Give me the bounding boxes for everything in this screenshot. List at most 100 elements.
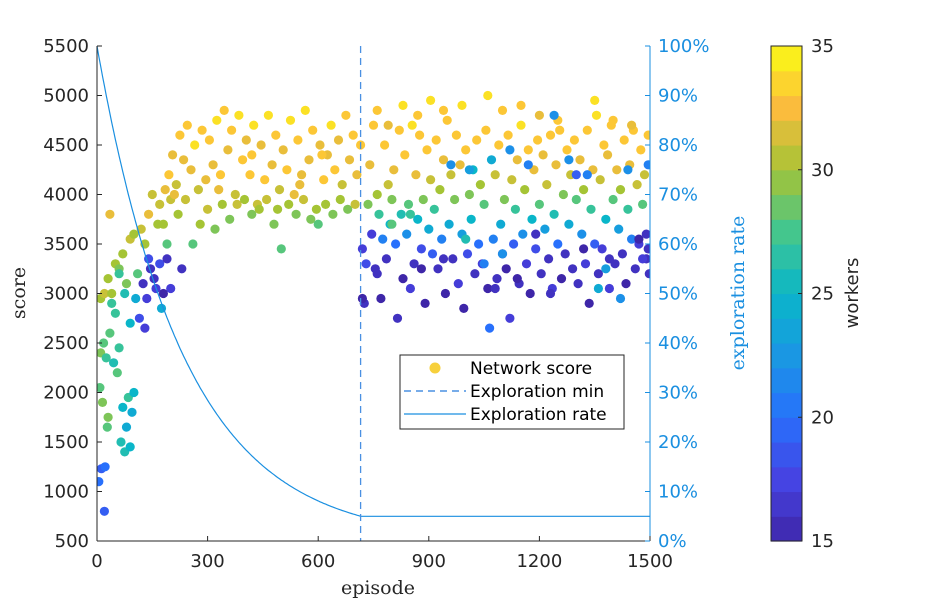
data-point bbox=[542, 180, 552, 190]
colorbar-tick-label: 35 bbox=[811, 36, 834, 57]
data-point bbox=[372, 189, 382, 200]
data-point bbox=[219, 105, 229, 115]
data-point bbox=[274, 185, 285, 195]
legend-label-score: Network score bbox=[470, 359, 592, 379]
data-point bbox=[374, 209, 384, 219]
data-point bbox=[109, 358, 119, 368]
data-point bbox=[433, 264, 443, 274]
data-point bbox=[381, 254, 391, 264]
colorbar-band bbox=[771, 169, 802, 196]
data-point bbox=[497, 105, 508, 115]
data-point bbox=[475, 180, 485, 190]
data-point bbox=[133, 269, 143, 279]
data-point bbox=[481, 125, 491, 135]
data-point bbox=[505, 313, 515, 323]
data-point bbox=[453, 279, 463, 289]
y-tick-label: 1500 bbox=[43, 432, 89, 453]
data-point bbox=[405, 209, 415, 219]
data-point bbox=[426, 95, 436, 105]
data-point bbox=[263, 110, 273, 120]
colorbar-band bbox=[771, 268, 802, 295]
data-point bbox=[614, 224, 624, 234]
data-point bbox=[175, 130, 185, 140]
data-point bbox=[638, 254, 648, 264]
data-point bbox=[387, 219, 397, 229]
data-point bbox=[540, 224, 550, 234]
data-point bbox=[319, 175, 329, 185]
data-point bbox=[158, 288, 168, 299]
data-point bbox=[118, 249, 128, 259]
data-point bbox=[276, 244, 286, 254]
x-tick-label: 0 bbox=[91, 551, 102, 572]
data-point bbox=[304, 155, 314, 165]
data-point bbox=[389, 165, 399, 175]
data-point bbox=[553, 239, 563, 249]
data-point bbox=[348, 130, 358, 140]
data-point bbox=[510, 204, 520, 214]
data-point bbox=[627, 234, 637, 244]
data-point bbox=[612, 165, 622, 175]
data-point bbox=[227, 125, 237, 135]
data-point bbox=[508, 239, 519, 249]
data-point bbox=[556, 274, 567, 284]
data-point bbox=[579, 185, 589, 195]
data-point bbox=[99, 288, 109, 299]
colorbar-band bbox=[771, 466, 802, 493]
data-point bbox=[507, 175, 517, 185]
colorbar-band bbox=[771, 120, 802, 146]
data-point bbox=[496, 219, 506, 229]
data-point bbox=[247, 209, 257, 219]
data-point bbox=[247, 150, 257, 160]
colorbar-label: workers bbox=[842, 258, 863, 329]
data-point bbox=[394, 125, 404, 135]
data-point bbox=[376, 293, 386, 304]
scatter-points bbox=[97, 90, 650, 516]
data-point bbox=[413, 214, 423, 224]
data-point bbox=[254, 204, 264, 214]
data-point bbox=[195, 219, 205, 229]
data-point bbox=[273, 204, 283, 214]
data-point bbox=[520, 185, 530, 195]
data-point bbox=[138, 279, 148, 289]
data-point bbox=[300, 105, 310, 115]
data-point bbox=[501, 264, 511, 274]
data-point bbox=[461, 145, 471, 155]
data-point bbox=[112, 368, 122, 378]
data-point bbox=[110, 308, 120, 318]
data-point bbox=[350, 199, 360, 209]
data-point bbox=[298, 194, 309, 205]
data-point bbox=[527, 214, 537, 224]
data-point bbox=[144, 209, 154, 219]
data-point bbox=[363, 199, 373, 209]
data-point bbox=[438, 105, 449, 115]
data-point bbox=[416, 264, 426, 274]
data-point bbox=[125, 442, 135, 452]
data-point bbox=[591, 110, 602, 120]
data-point bbox=[155, 199, 165, 209]
data-point bbox=[490, 283, 500, 294]
y-tick-label: 4500 bbox=[43, 135, 89, 156]
colorbar-band bbox=[771, 491, 802, 517]
data-point bbox=[378, 234, 388, 244]
data-point bbox=[127, 407, 137, 417]
data-point bbox=[293, 135, 303, 145]
colorbar-tick-label: 20 bbox=[811, 407, 834, 428]
colorbar: 15 20 25 30 35 bbox=[770, 36, 834, 552]
data-point bbox=[147, 189, 157, 200]
data-point bbox=[464, 189, 474, 200]
data-point bbox=[158, 219, 168, 229]
data-point bbox=[180, 194, 191, 205]
data-point bbox=[341, 110, 351, 120]
data-point bbox=[534, 110, 545, 120]
data-point bbox=[204, 135, 214, 145]
y2-tick-label: 10% bbox=[658, 482, 698, 503]
data-point bbox=[308, 125, 318, 135]
data-point bbox=[125, 318, 135, 328]
data-point bbox=[531, 244, 541, 254]
data-point bbox=[145, 264, 156, 274]
data-point bbox=[451, 130, 461, 140]
data-point bbox=[278, 145, 288, 155]
colorbar-band bbox=[771, 46, 802, 72]
data-point bbox=[512, 274, 522, 284]
data-point bbox=[230, 189, 240, 200]
